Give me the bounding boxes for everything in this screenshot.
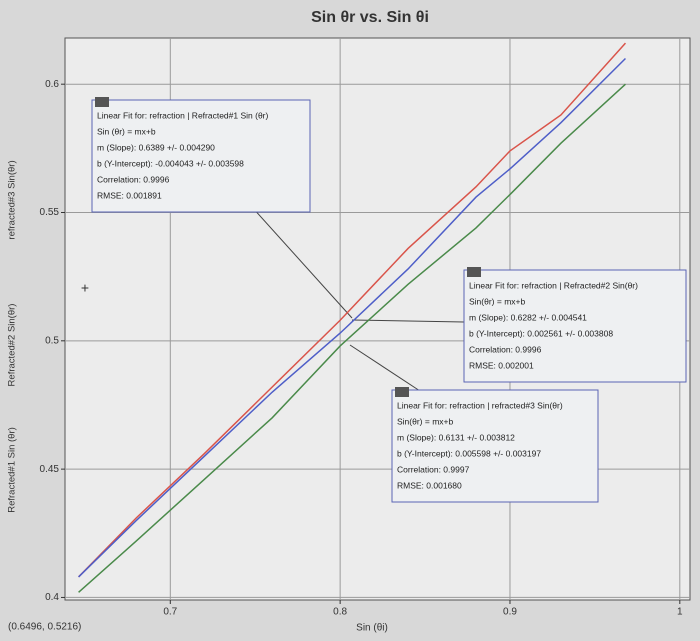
fit-box-line: b (Y-Intercept): 0.005598 +/- 0.003197: [397, 448, 541, 458]
x-axis-label: Sin (θi): [356, 623, 388, 634]
fit-box-line: Linear Fit for: refraction | refracted#3…: [397, 400, 563, 410]
fit-box-line: Correlation: 0.9996: [469, 344, 542, 354]
cursor-readout: (0.6496, 0.5216): [8, 622, 81, 633]
crosshair: +: [81, 280, 89, 296]
y-axis-label: refracted#3 Sin(θr): [7, 160, 18, 239]
y-tick-label: 0.6: [45, 79, 59, 90]
chart-title: Sin θr vs. Sin θi: [311, 9, 429, 26]
y-tick-label: 0.4: [45, 592, 59, 603]
fit-box-icon: [95, 97, 109, 107]
fit-box-line: Linear Fit for: refraction | Refracted#1…: [97, 110, 269, 120]
fit-box-line: m (Slope): 0.6131 +/- 0.003812: [397, 432, 515, 442]
data-line: [78, 42, 627, 578]
fit-box-line: Correlation: 0.9996: [97, 174, 170, 184]
fit-box-line: RMSE: 0.001680: [397, 480, 462, 490]
leader-line: [349, 344, 421, 392]
fit-box-line: m (Slope): 0.6282 +/- 0.004541: [469, 312, 587, 322]
x-tick-label: 0.7: [163, 607, 177, 618]
fit-box-line: b (Y-Intercept): -0.004043 +/- 0.003598: [97, 158, 244, 168]
fit-box: [463, 269, 687, 383]
x-tick-label: 0.8: [333, 607, 347, 618]
leader-line: [251, 206, 353, 319]
fit-box-line: b (Y-Intercept): 0.002561 +/- 0.003808: [469, 328, 613, 338]
y-axis-label: Refracted#1 Sin (θr): [7, 427, 18, 513]
fit-box-line: Sin (θr) = mx+b: [97, 126, 156, 136]
data-line: [78, 57, 626, 578]
fit-box-line: RMSE: 0.002001: [469, 360, 534, 370]
y-axis-label: Refracted#2 Sin(θr): [7, 304, 18, 387]
fit-box-line: RMSE: 0.001891: [97, 190, 162, 200]
fit-box-icon: [395, 387, 409, 397]
fit-box: [391, 389, 599, 503]
x-tick-label: 0.9: [503, 607, 517, 618]
fit-box-line: Sin(θr) = mx+b: [469, 296, 525, 306]
y-tick-label: 0.45: [40, 464, 60, 475]
fit-box-line: Sin(θr) = mx+b: [397, 416, 453, 426]
fit-box-line: m (Slope): 0.6389 +/- 0.004290: [97, 142, 215, 152]
leader-lines: [251, 206, 465, 392]
data-line: [78, 83, 626, 593]
fit-box-line: Linear Fit for: refraction | Refracted#2…: [469, 280, 638, 290]
fit-box: [91, 99, 311, 213]
x-tick-label: 1: [677, 607, 683, 618]
fit-box-icon: [467, 267, 481, 277]
y-tick-label: 0.55: [40, 207, 60, 218]
y-tick-label: 0.5: [45, 335, 59, 346]
leader-line: [351, 319, 465, 323]
fit-box-line: Correlation: 0.9997: [397, 464, 470, 474]
